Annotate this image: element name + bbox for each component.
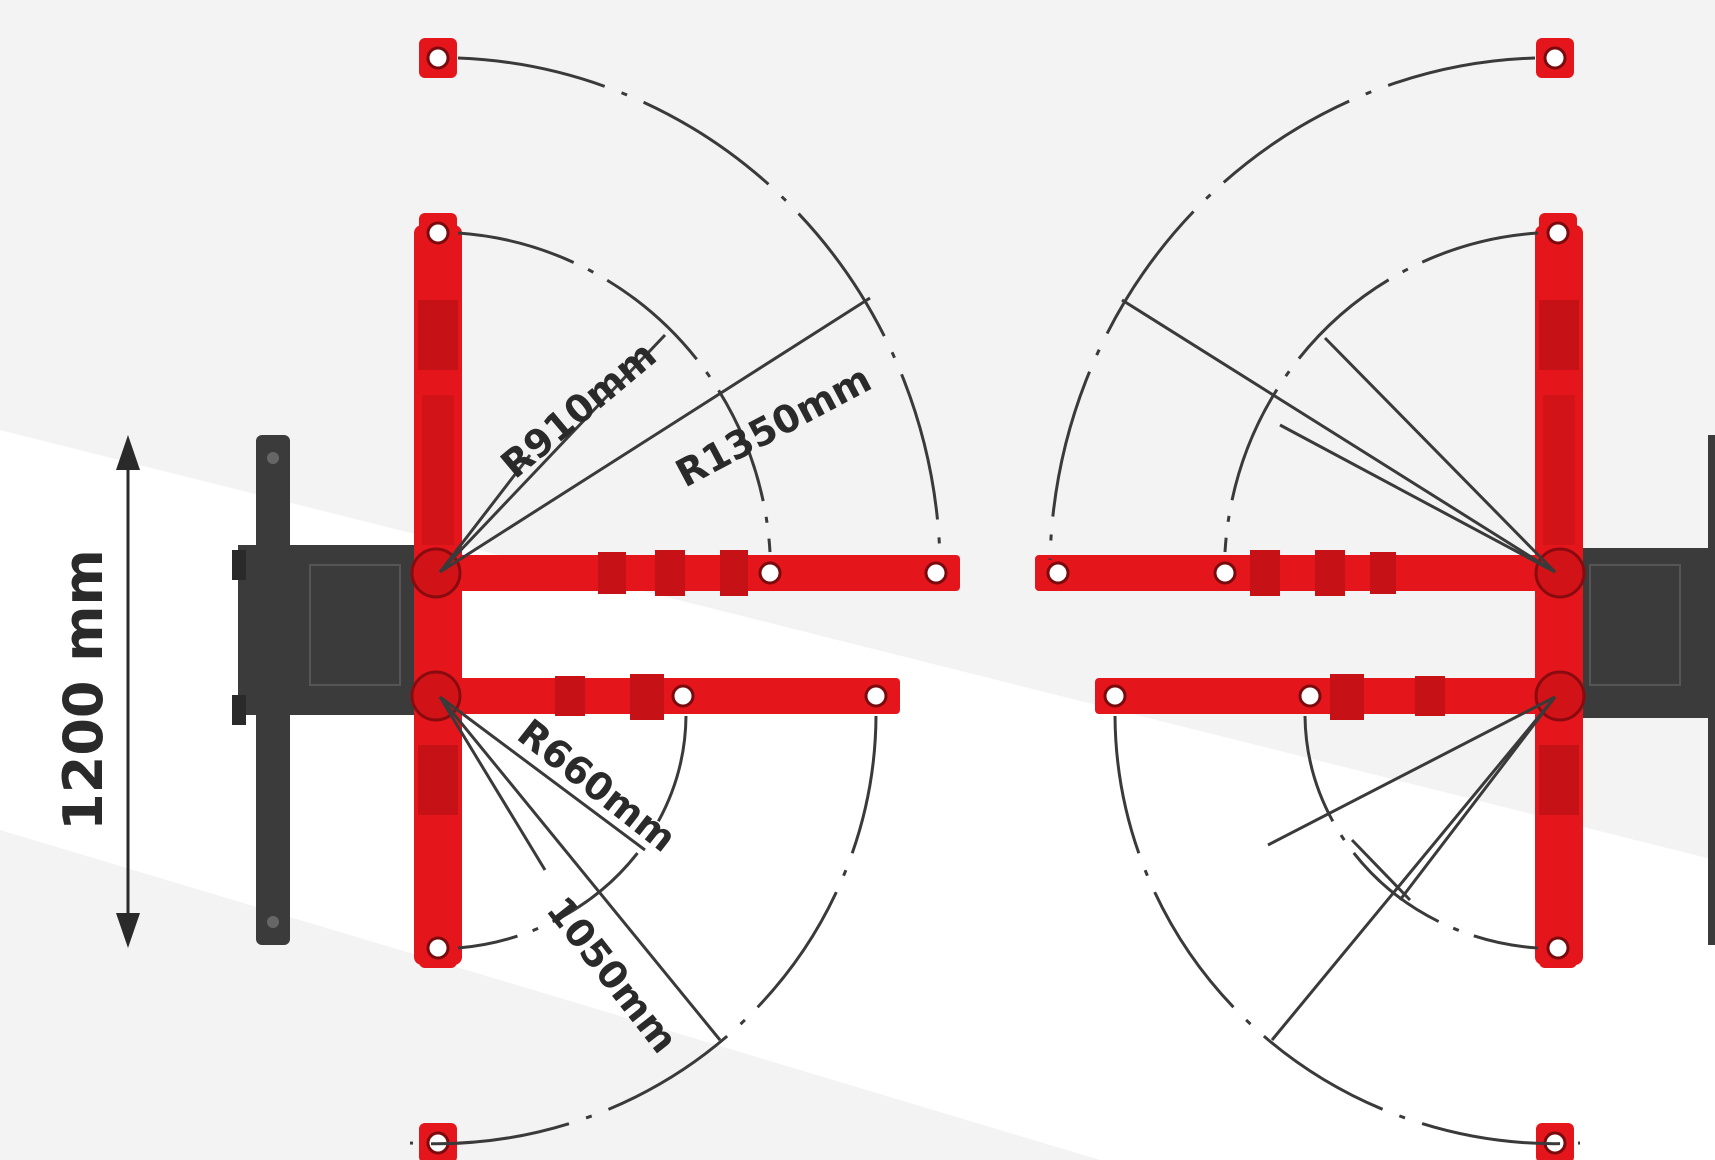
left-pad-bottom [417, 1121, 459, 1160]
right-front-pivot [1534, 547, 1586, 599]
left-arc-r1350 [457, 56, 942, 561]
width-dimension: 1200 mm [52, 435, 140, 948]
left-pad-lower [417, 926, 459, 970]
left-arc-1050 [409, 715, 878, 1146]
right-front-arm [1035, 555, 1575, 591]
right-pad-top [1534, 36, 1576, 80]
right-base-plate [1708, 435, 1715, 945]
right-pad-upper [1537, 211, 1579, 255]
left-column [238, 545, 423, 715]
right-pad-bottom [1534, 1121, 1576, 1160]
right-lift-assembly [1035, 36, 1715, 1160]
right-column [1575, 548, 1715, 718]
left-pad-upper [417, 211, 459, 255]
right-arc-r1350 [1048, 56, 1536, 561]
label-r910: R910mm [493, 332, 665, 486]
right-arc-r910 [1223, 231, 1539, 553]
left-arc-r660 [457, 715, 688, 950]
label-1200mm: 1200 mm [52, 549, 115, 831]
left-pad-top [417, 36, 459, 80]
left-arc-r910 [457, 231, 772, 553]
right-arc-r660 [1303, 715, 1539, 950]
right-arc-1050 [1113, 715, 1581, 1146]
label-r1350: R1350mm [669, 357, 879, 496]
left-front-arm [420, 555, 960, 591]
right-pad-lower [1537, 926, 1579, 970]
